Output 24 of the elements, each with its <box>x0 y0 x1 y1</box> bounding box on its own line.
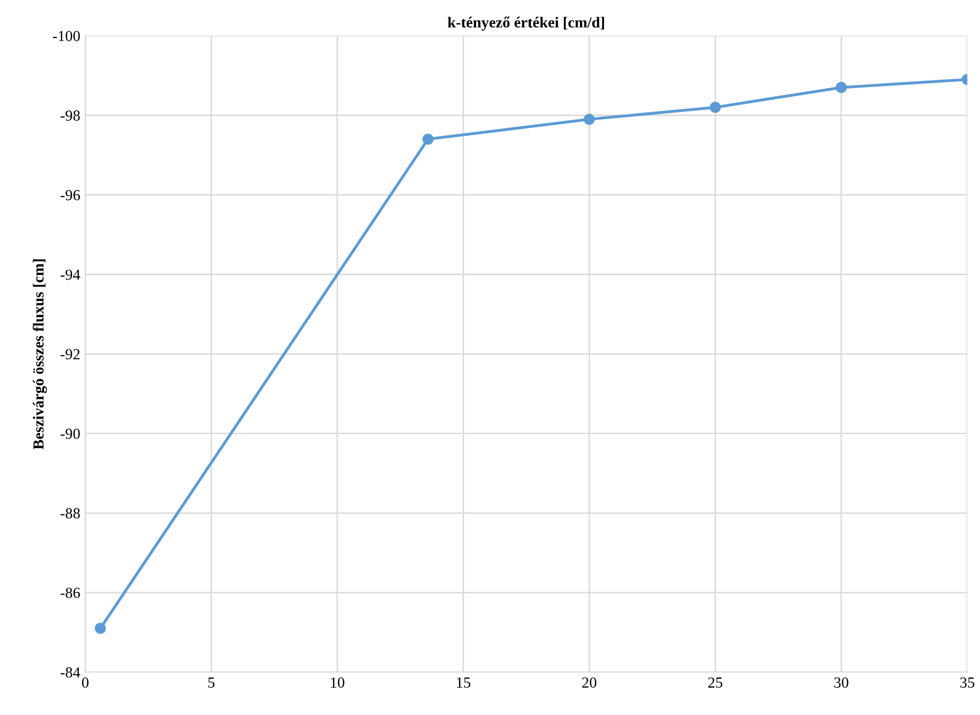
x-tick-label: 35 <box>960 677 974 688</box>
point <box>710 102 721 113</box>
point <box>94 622 106 634</box>
y-tick-label: -88 <box>60 508 80 518</box>
x-tick-label: 30 <box>834 677 848 688</box>
point <box>422 134 434 145</box>
y-tick-label: -92 <box>60 349 80 360</box>
x-tick-label: 0 <box>82 677 88 688</box>
x-tick-label: 20 <box>582 677 596 688</box>
y-tick-label: -94 <box>60 270 80 280</box>
x-tick-label: 10 <box>330 677 344 688</box>
y-tick-label: -86 <box>60 588 80 598</box>
point <box>584 114 595 125</box>
y-axis-title: Beszivárgó összes fluxus [cm] <box>32 259 47 450</box>
y-tick-label: -100 <box>52 30 80 42</box>
y-tick-label: -96 <box>60 190 80 200</box>
x-tick-label: 15 <box>456 677 470 688</box>
x-tick-label: 25 <box>708 677 722 688</box>
chart-title: k-tényező értékei [cm/d] <box>448 16 604 31</box>
y-tick-label: -98 <box>60 110 80 121</box>
y-tick-label: -90 <box>60 428 80 439</box>
y-tick-label: -84 <box>60 667 80 678</box>
point <box>836 82 847 94</box>
x-tick-label: 5 <box>208 678 214 688</box>
